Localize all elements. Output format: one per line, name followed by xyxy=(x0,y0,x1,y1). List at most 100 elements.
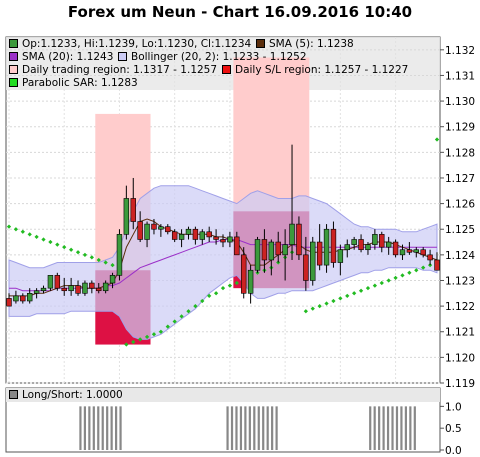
candle-body xyxy=(351,239,357,245)
sar-point xyxy=(144,334,150,339)
candle-body xyxy=(399,249,406,256)
candle-body xyxy=(137,221,143,240)
long-short-bar xyxy=(369,406,372,450)
y-tick-label: 1.128 xyxy=(445,147,475,159)
sar-point xyxy=(34,234,39,240)
candle-body xyxy=(337,249,344,263)
long-short-bar xyxy=(413,406,416,450)
y-tick-label: 1.127 xyxy=(445,173,475,185)
long-short-bar xyxy=(92,406,95,450)
sma20-swatch xyxy=(9,52,18,61)
candle-body xyxy=(413,249,420,253)
candle-body xyxy=(178,234,185,240)
long-short-axis: 0.0 0.5 1.0 xyxy=(440,401,462,457)
candle-body xyxy=(358,239,364,251)
sar-point xyxy=(338,296,343,301)
long-short-bar xyxy=(400,406,403,450)
candle-body xyxy=(20,295,26,302)
candle-body xyxy=(220,239,226,243)
y-tick-label: 1.124 xyxy=(445,250,475,262)
candle-body xyxy=(54,275,61,289)
candle-body xyxy=(151,223,157,230)
candle-body xyxy=(82,282,88,294)
sar-point xyxy=(13,227,19,232)
legend-ohlc: Op:1.1233, Hi:1.1239, Lo:1.1230, Cl:1.12… xyxy=(9,37,251,51)
sar-point xyxy=(158,329,163,334)
candle-body xyxy=(385,241,392,248)
candle-body xyxy=(289,223,295,245)
candle-body xyxy=(206,231,212,238)
bollinger-area xyxy=(8,185,438,340)
candle-body xyxy=(261,239,268,261)
candle-body xyxy=(33,290,40,294)
long-short-bar xyxy=(253,406,256,450)
candle-body xyxy=(61,287,67,292)
long-short-bar xyxy=(409,406,412,450)
sar-point xyxy=(303,309,308,314)
candle-body xyxy=(316,241,323,266)
sl-region-swatch xyxy=(222,65,231,74)
candle-body xyxy=(144,223,150,240)
ohlc-swatch xyxy=(9,39,18,48)
long-short-bar xyxy=(244,406,247,450)
candle-body xyxy=(13,295,19,302)
candle-body xyxy=(6,298,12,307)
candle-body xyxy=(165,226,171,233)
sar-point xyxy=(213,291,219,296)
candle-body xyxy=(234,236,240,256)
sar-point xyxy=(400,273,405,278)
sar-point xyxy=(352,291,357,296)
y-tick-label: 1.131 xyxy=(445,70,475,82)
sar-point xyxy=(27,232,32,237)
candle-body xyxy=(268,241,275,261)
legend-sma20: SMA (20): 1.1243 xyxy=(9,50,113,64)
long-short-bar xyxy=(239,406,243,450)
candle-body xyxy=(434,259,440,271)
y-tick-label: 1.122 xyxy=(445,301,475,313)
long-short-bar xyxy=(79,406,82,450)
chart-title: Forex um Neun - Chart 16.09.2016 10:40 xyxy=(67,3,413,21)
sar-point xyxy=(48,239,53,245)
candle-body xyxy=(310,241,316,281)
sar-point xyxy=(165,324,170,329)
sar-point xyxy=(379,280,384,286)
candle-body xyxy=(40,287,47,292)
long-short-bar xyxy=(110,406,113,450)
y2-tick-label: 1.0 xyxy=(445,401,462,413)
candle-body xyxy=(275,241,281,256)
long-short-bars xyxy=(79,406,416,450)
candle-body xyxy=(344,244,350,251)
candle-body xyxy=(365,244,371,251)
long-short-bar xyxy=(230,406,234,450)
candle-body xyxy=(185,228,192,235)
daily-trading-region xyxy=(233,57,310,212)
sar-point xyxy=(358,288,364,293)
candle-body xyxy=(102,282,109,292)
sar-point xyxy=(138,337,143,342)
sar-point xyxy=(179,314,184,319)
sar-point xyxy=(317,303,322,309)
long-short-bar xyxy=(115,406,118,450)
sar-point xyxy=(41,237,46,242)
candle-body xyxy=(123,198,130,235)
candle-body xyxy=(227,236,233,243)
sar-point xyxy=(193,303,198,309)
bollinger-swatch xyxy=(118,52,127,61)
sar-point xyxy=(20,229,25,234)
long-short-bar xyxy=(386,406,390,450)
long-short-bar xyxy=(373,406,376,450)
candle-body xyxy=(323,228,330,266)
long-short-bar xyxy=(83,406,86,450)
sar-swatch xyxy=(9,78,18,87)
candle-body xyxy=(420,249,426,256)
candle-body xyxy=(282,244,288,256)
candle-body xyxy=(392,241,399,256)
y2-tick-label: 0.5 xyxy=(445,423,462,435)
long-short-bar xyxy=(226,406,229,450)
legend-bollinger: Bollinger (20, 2): 1.1233 - 1.1252 xyxy=(118,50,307,64)
candle-body xyxy=(68,285,74,292)
sar-point xyxy=(89,255,94,260)
daily-region-swatch xyxy=(9,65,18,74)
long-short-bar xyxy=(101,406,104,450)
long-short-bar xyxy=(378,406,381,450)
